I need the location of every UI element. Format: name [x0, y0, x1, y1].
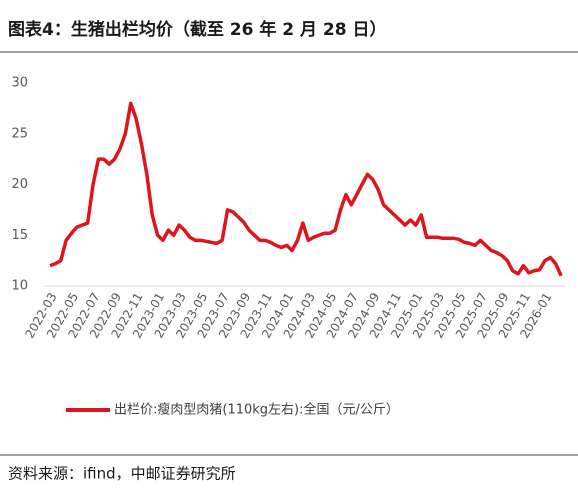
- series-line: [49, 101, 563, 277]
- y-tick-label: 25: [11, 126, 28, 141]
- chart-title: 图表4：生猪出栏均价（截至 26 年 2 月 28 日）: [8, 19, 386, 40]
- y-tick-label: 30: [11, 76, 28, 91]
- y-tick-label: 15: [11, 228, 28, 243]
- legend-label: 出栏价:瘦肉型肉猪(110kg左右):全国（元/公斤）: [114, 402, 399, 418]
- y-tick-label: 20: [11, 177, 28, 192]
- y-tick-label: 10: [11, 279, 28, 294]
- source: 资料来源：ifind，中邮证券研究所: [8, 465, 236, 483]
